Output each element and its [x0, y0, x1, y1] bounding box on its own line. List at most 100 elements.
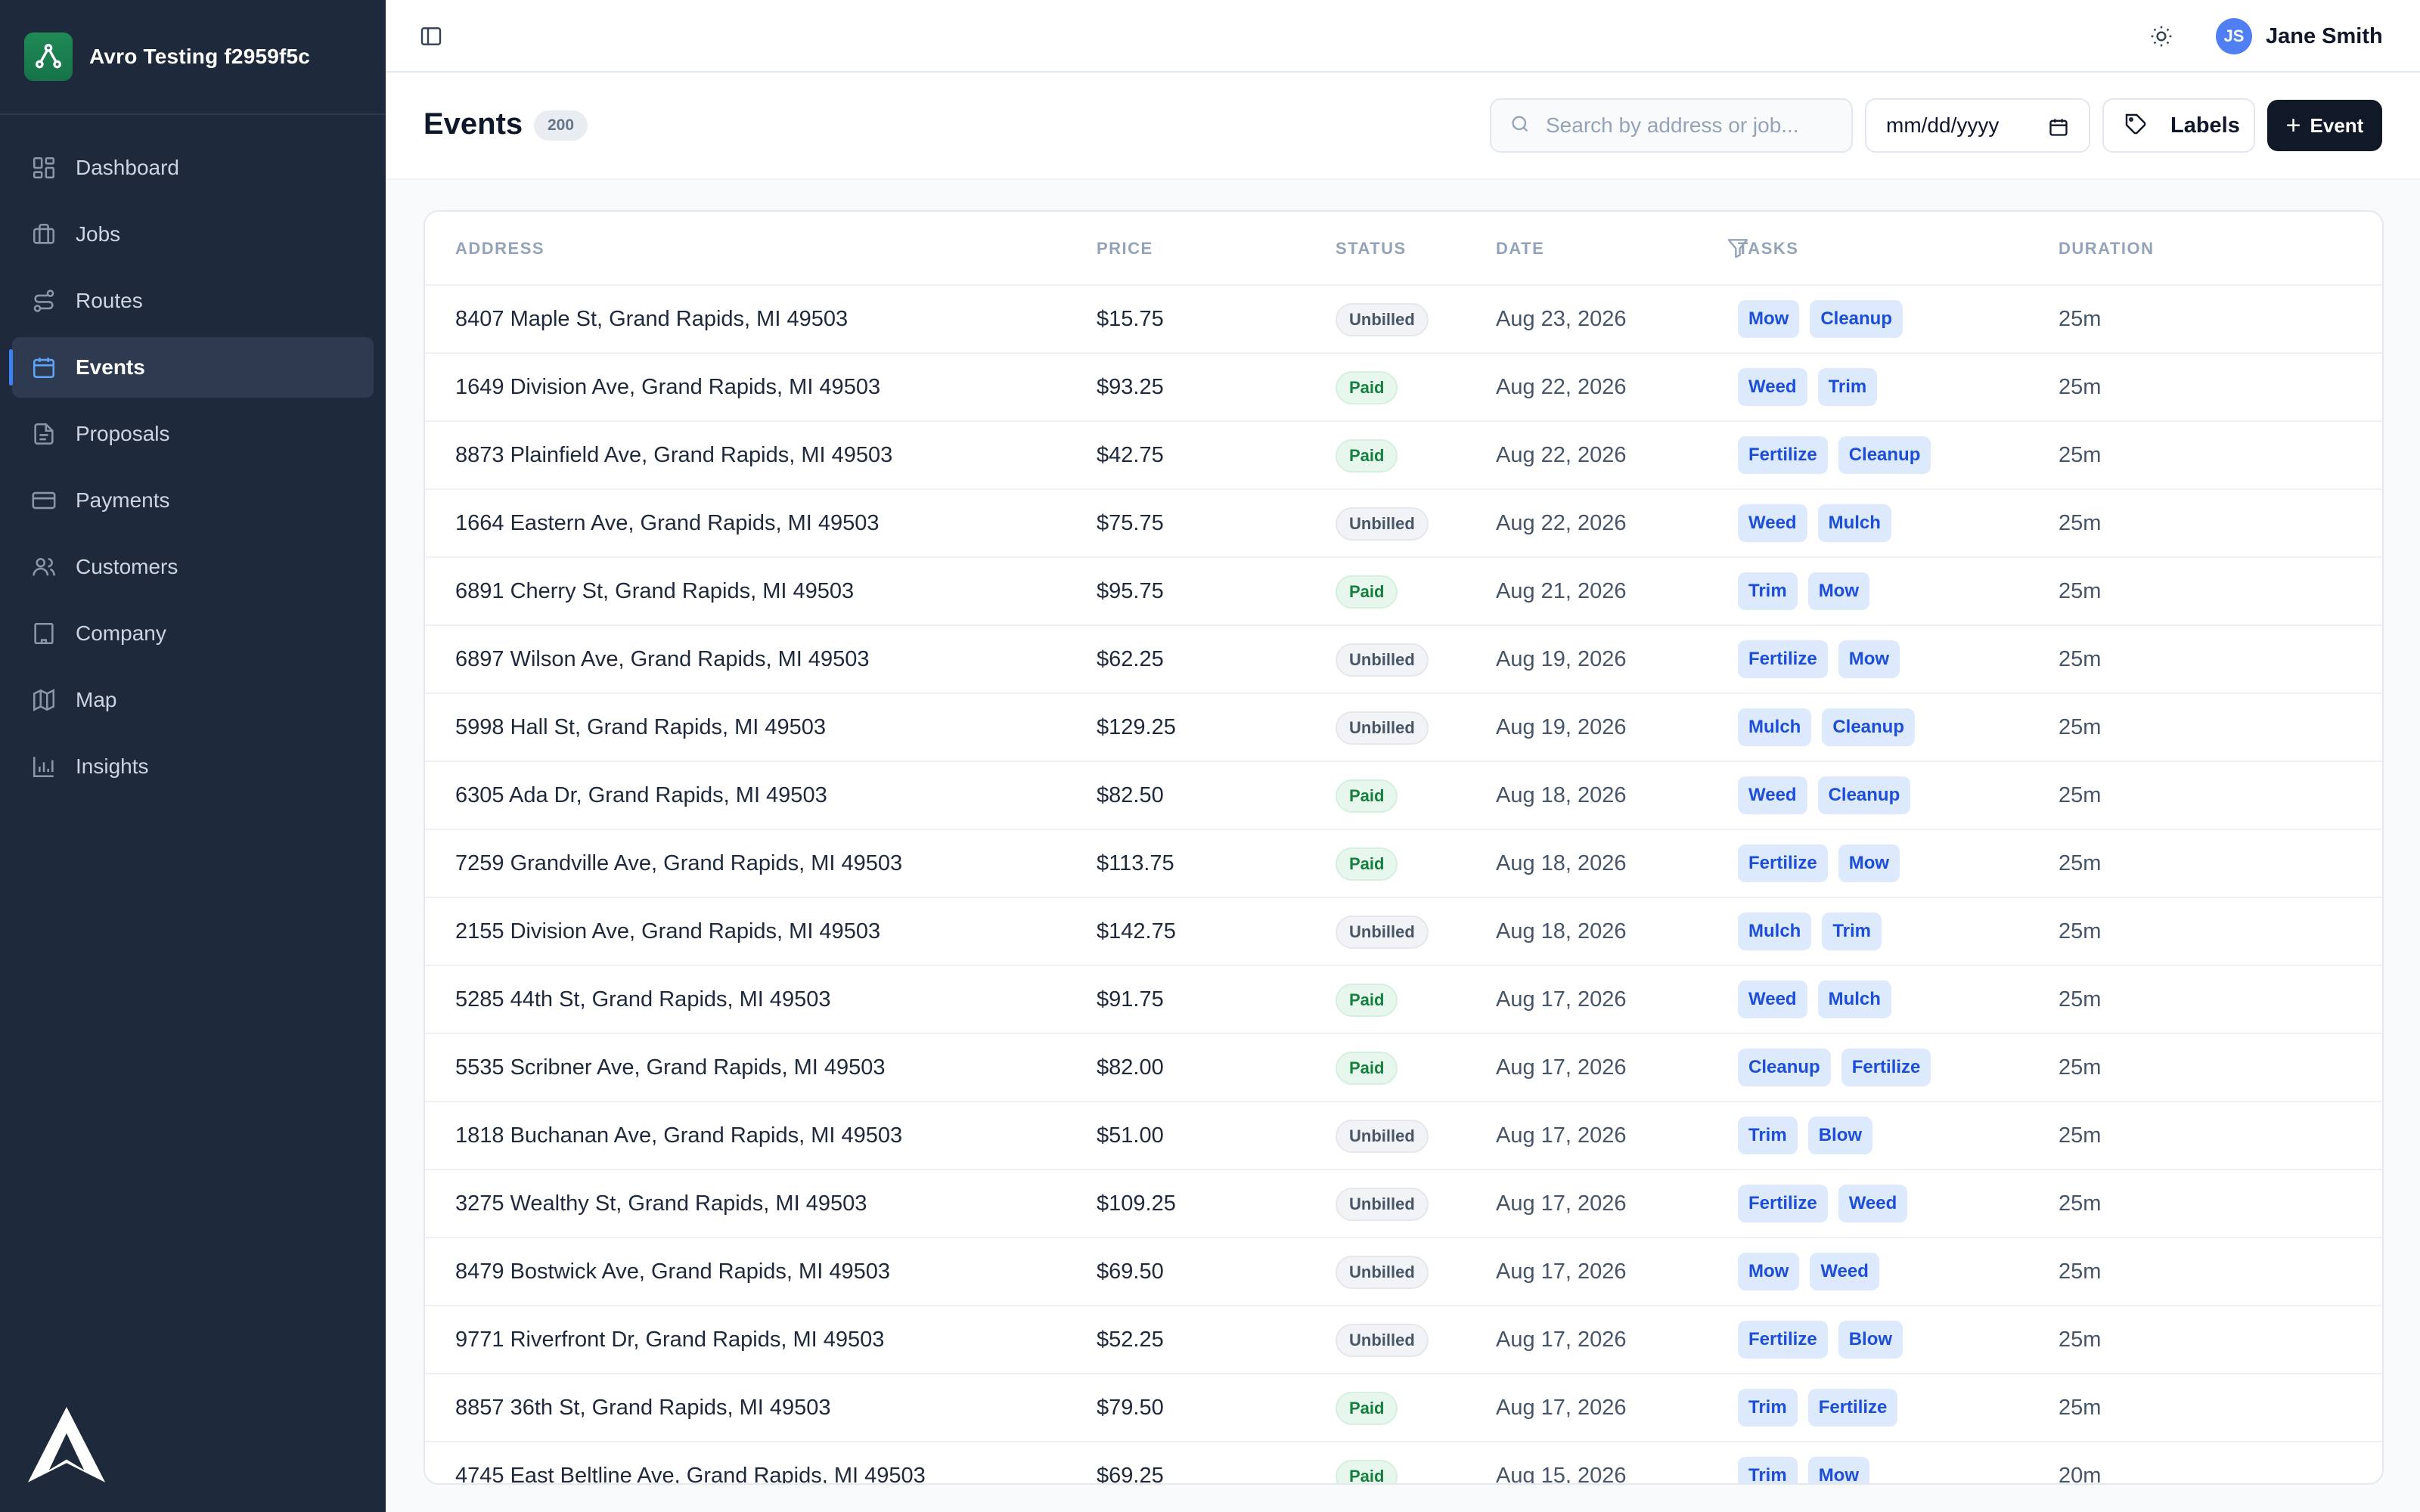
sidebar-item-label: Payments: [76, 488, 170, 512]
route-icon: [30, 287, 57, 314]
table-row[interactable]: 9771 Riverfront Dr, Grand Rapids, MI 495…: [425, 1306, 2382, 1374]
column-header-address[interactable]: ADDRESS: [455, 239, 545, 258]
date-filter-input[interactable]: mm/dd/yyyy: [1865, 98, 2090, 153]
avatar: JS: [2216, 18, 2252, 54]
address-cell: 8479 Bostwick Ave, Grand Rapids, MI 4950…: [455, 1259, 890, 1284]
status-badge: Unbilled: [1336, 1120, 1429, 1153]
price-cell: $69.25: [1097, 1464, 1164, 1485]
table-row[interactable]: 6305 Ada Dr, Grand Rapids, MI 49503 $82.5…: [425, 762, 2382, 830]
search-box[interactable]: [1490, 98, 1853, 153]
sidebar-item-customers[interactable]: Customers: [12, 537, 374, 597]
address-cell: 1818 Buchanan Ave, Grand Rapids, MI 4950…: [455, 1123, 903, 1148]
price-cell: $113.75: [1097, 851, 1174, 875]
sidebar-item-routes[interactable]: Routes: [12, 271, 374, 331]
address-cell: 4745 East Beltline Ave, Grand Rapids, MI…: [455, 1464, 926, 1485]
duration-cell: 25m: [2059, 987, 2102, 1012]
column-header-date[interactable]: DATE: [1496, 239, 1545, 258]
date-cell: Aug 18, 2026: [1496, 919, 1627, 943]
duration-cell: 25m: [2059, 511, 2102, 535]
table-row[interactable]: 8857 36th St, Grand Rapids, MI 49503 $79.…: [425, 1374, 2382, 1442]
page-title: Events: [424, 107, 523, 141]
credit-card-icon: [30, 487, 57, 514]
column-header-duration[interactable]: DURATION: [2059, 239, 2155, 258]
sidebar-item-label: Jobs: [76, 222, 121, 246]
address-cell: 8857 36th St, Grand Rapids, MI 49503: [455, 1396, 831, 1420]
table-row[interactable]: 5535 Scribner Ave, Grand Rapids, MI 4950…: [425, 1034, 2382, 1102]
status-cell: Unbilled: [1336, 1188, 1429, 1221]
status-cell: Paid: [1336, 847, 1398, 881]
task-tag: Mow: [1807, 572, 1870, 610]
table-row[interactable]: 5285 44th St, Grand Rapids, MI 49503 $91.…: [425, 966, 2382, 1034]
filter-icon[interactable]: [1726, 236, 1750, 264]
document-icon: [30, 420, 57, 448]
table-row[interactable]: 3275 Wealthy St, Grand Rapids, MI 49503 $…: [425, 1170, 2382, 1238]
task-tag: Fertilize: [1738, 640, 1828, 678]
table-row[interactable]: 6891 Cherry St, Grand Rapids, MI 49503 $9…: [425, 558, 2382, 626]
date-cell: Aug 15, 2026: [1496, 1464, 1627, 1485]
table-row[interactable]: 6897 Wilson Ave, Grand Rapids, MI 49503 $…: [425, 626, 2382, 694]
price-cell: $79.50: [1097, 1396, 1164, 1420]
user-name: Jane Smith: [2266, 23, 2383, 48]
date-cell: Aug 21, 2026: [1496, 579, 1627, 603]
status-cell: Paid: [1336, 779, 1398, 813]
duration-cell: 25m: [2059, 715, 2102, 739]
table-row[interactable]: 8407 Maple St, Grand Rapids, MI 49503 $15…: [425, 286, 2382, 354]
date-cell: Aug 18, 2026: [1496, 851, 1627, 875]
sidebar-item-jobs[interactable]: Jobs: [12, 204, 374, 265]
column-header-tasks[interactable]: TASKS: [1738, 239, 1799, 258]
events-table: ADDRESS PRICE STATUS DATE TASKS DURATION…: [424, 210, 2384, 1485]
table-row[interactable]: 1649 Division Ave, Grand Rapids, MI 4950…: [425, 354, 2382, 422]
table-row[interactable]: 8873 Plainfield Ave, Grand Rapids, MI 49…: [425, 422, 2382, 490]
task-tag: Fertilize: [1738, 436, 1828, 474]
date-cell: Aug 17, 2026: [1496, 1259, 1627, 1284]
tasks-cell: Trim Fertilize: [1738, 1389, 1898, 1427]
tag-icon: [2124, 112, 2148, 140]
sidebar-item-label: Customers: [76, 555, 178, 578]
status-cell: Paid: [1336, 439, 1398, 472]
tasks-cell: Mulch Cleanup: [1738, 708, 1916, 746]
search-input[interactable]: [1546, 113, 1833, 138]
status-badge: Paid: [1336, 984, 1398, 1017]
sun-icon[interactable]: [2148, 23, 2175, 50]
sidebar-item-map[interactable]: Map: [12, 670, 374, 730]
tasks-cell: Fertilize Mow: [1738, 640, 1900, 678]
table-row[interactable]: 2155 Division Ave, Grand Rapids, MI 4950…: [425, 898, 2382, 966]
column-header-price[interactable]: PRICE: [1097, 239, 1153, 258]
column-header-status[interactable]: STATUS: [1336, 239, 1407, 258]
table-row[interactable]: 8479 Bostwick Ave, Grand Rapids, MI 4950…: [425, 1238, 2382, 1306]
table-row[interactable]: 4745 East Beltline Ave, Grand Rapids, MI…: [425, 1442, 2382, 1485]
status-badge: Unbilled: [1336, 916, 1429, 949]
sidebar-item-events[interactable]: Events: [9, 337, 374, 398]
price-cell: $142.75: [1097, 919, 1176, 943]
duration-cell: 20m: [2059, 1464, 2102, 1485]
table-row[interactable]: 7259 Grandville Ave, Grand Rapids, MI 49…: [425, 830, 2382, 898]
sidebar-item-insights[interactable]: Insights: [12, 736, 374, 797]
sidebar-item-payments[interactable]: Payments: [12, 470, 374, 531]
duration-cell: 25m: [2059, 1055, 2102, 1080]
task-tag: Fertilize: [1738, 1321, 1828, 1359]
workspace-name: Avro Testing f2959f5c: [89, 45, 311, 68]
date-cell: Aug 22, 2026: [1496, 511, 1627, 535]
sidebar-item-company[interactable]: Company: [12, 603, 374, 664]
add-event-button[interactable]: + Event: [2267, 100, 2382, 151]
sidebar-toggle-icon[interactable]: [417, 23, 445, 50]
table-row[interactable]: 1818 Buchanan Ave, Grand Rapids, MI 4950…: [425, 1102, 2382, 1170]
table-row[interactable]: 5998 Hall St, Grand Rapids, MI 49503 $129…: [425, 694, 2382, 762]
calendar-icon[interactable]: [2048, 116, 2069, 141]
labels-button[interactable]: Labels: [2102, 98, 2255, 153]
status-badge: Paid: [1336, 575, 1398, 609]
task-tag: Trim: [1738, 1117, 1798, 1154]
user-menu[interactable]: JS Jane Smith: [2216, 18, 2383, 54]
task-tag: Trim: [1738, 572, 1798, 610]
sidebar-item-proposals[interactable]: Proposals: [12, 404, 374, 464]
sidebar-item-dashboard[interactable]: Dashboard: [12, 138, 374, 198]
workspace-switcher[interactable]: Avro Testing f2959f5c: [0, 0, 386, 115]
task-tag: Weed: [1738, 981, 1807, 1018]
address-cell: 2155 Division Ave, Grand Rapids, MI 4950…: [455, 919, 881, 943]
status-cell: Unbilled: [1336, 507, 1429, 541]
table-row[interactable]: 1664 Eastern Ave, Grand Rapids, MI 49503…: [425, 490, 2382, 558]
price-cell: $91.75: [1097, 987, 1164, 1012]
sidebar-item-label: Proposals: [76, 422, 170, 445]
date-cell: Aug 17, 2026: [1496, 1328, 1627, 1352]
price-cell: $129.25: [1097, 715, 1176, 739]
